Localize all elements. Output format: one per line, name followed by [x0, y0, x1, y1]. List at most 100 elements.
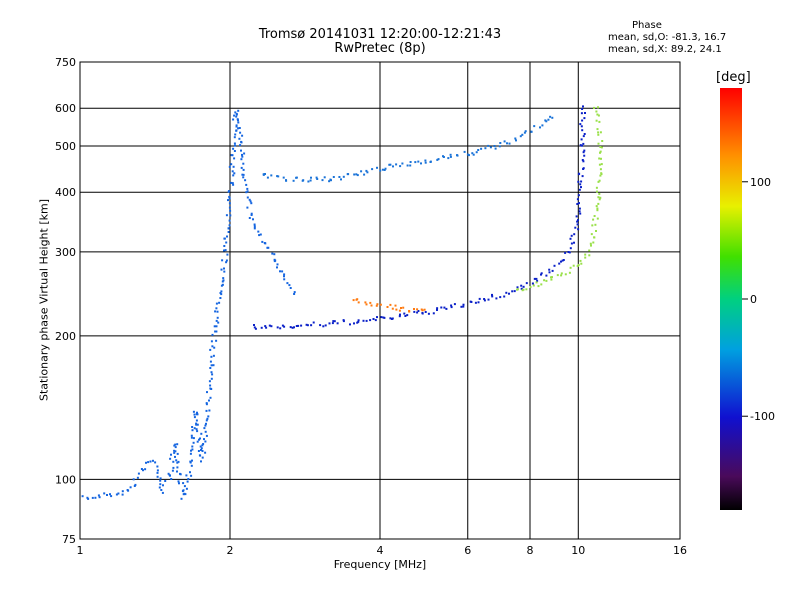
- echo-point: [281, 324, 284, 327]
- colorbar: [720, 88, 742, 510]
- echo-point: [137, 472, 140, 475]
- echo-point: [223, 237, 226, 240]
- echo-point: [577, 228, 580, 231]
- echo-point: [376, 303, 379, 306]
- echo-point: [391, 307, 394, 310]
- echo-point: [191, 448, 194, 451]
- echo-point: [389, 163, 392, 166]
- echo-point: [584, 112, 586, 114]
- echo-point: [582, 151, 585, 154]
- echo-point: [597, 180, 600, 183]
- echo-point: [98, 496, 101, 499]
- echo-point: [209, 360, 212, 363]
- echo-point: [235, 129, 238, 132]
- echo-point: [596, 217, 599, 220]
- echo-point: [174, 450, 177, 453]
- echo-point: [420, 162, 422, 165]
- echo-point: [392, 165, 394, 168]
- echo-point: [601, 140, 604, 142]
- echo-point: [424, 161, 427, 164]
- echo-point: [525, 282, 528, 285]
- echo-point: [598, 198, 601, 201]
- echo-point: [568, 251, 571, 254]
- y-tick-label: 400: [55, 186, 76, 199]
- echo-point: [328, 180, 331, 183]
- echo-point: [205, 402, 208, 405]
- echo-point: [203, 427, 206, 430]
- echo-point: [580, 262, 583, 265]
- echo-point: [453, 303, 456, 306]
- echo-point: [449, 153, 452, 156]
- echo-point: [370, 304, 373, 307]
- echo-point: [195, 423, 198, 426]
- echo-point: [421, 309, 424, 312]
- echo-point: [246, 196, 249, 199]
- echo-point: [220, 290, 223, 293]
- echo-point: [196, 440, 199, 443]
- echo-point: [599, 150, 602, 153]
- echo-point: [355, 298, 358, 301]
- echo-point: [342, 175, 345, 178]
- echo-point: [242, 173, 245, 176]
- echo-point: [578, 172, 581, 175]
- echo-point: [172, 466, 175, 469]
- echo-point: [156, 469, 159, 472]
- echo-point: [599, 146, 602, 148]
- echo-point: [283, 278, 286, 281]
- echo-point: [176, 452, 179, 455]
- echo-point: [588, 254, 591, 257]
- echo-point: [190, 449, 192, 452]
- echo-point: [456, 154, 458, 157]
- echo-point: [240, 166, 243, 169]
- echo-point: [283, 325, 286, 328]
- echo-point: [215, 319, 218, 322]
- echo-point: [210, 371, 213, 374]
- echo-point: [539, 126, 541, 129]
- echo-point: [213, 325, 216, 328]
- echo-point: [241, 134, 244, 137]
- echo-point: [199, 445, 202, 448]
- y-tick-label: 200: [55, 330, 76, 343]
- echo-point: [595, 205, 598, 208]
- echo-point: [383, 316, 386, 319]
- echo-point: [595, 230, 597, 232]
- echo-point: [570, 242, 573, 245]
- echo-point: [264, 242, 267, 245]
- echo-point: [293, 293, 296, 295]
- x-tick-labels: 1 2 4 6 8 10 16: [77, 544, 688, 557]
- echo-point: [369, 301, 372, 304]
- echo-point: [276, 175, 279, 178]
- echo-point: [515, 139, 517, 142]
- echo-point: [142, 469, 144, 472]
- echo-point: [416, 311, 419, 314]
- echo-point: [224, 249, 227, 252]
- echo-point: [578, 188, 581, 191]
- echo-point: [185, 474, 188, 477]
- echo-point: [466, 153, 469, 156]
- echo-point: [531, 282, 534, 285]
- echo-point: [175, 459, 178, 462]
- echo-point: [140, 468, 143, 470]
- echo-point: [286, 282, 289, 285]
- echo-point: [239, 131, 242, 134]
- echo-point: [144, 468, 147, 471]
- echo-point: [578, 207, 581, 210]
- echo-point: [398, 315, 401, 318]
- echo-point: [228, 219, 231, 222]
- echo-point: [173, 451, 176, 454]
- echo-point: [206, 391, 208, 394]
- x-tick-label: 1: [77, 544, 84, 557]
- echo-point: [508, 292, 510, 295]
- echo-point: [205, 434, 208, 437]
- echo-point: [597, 142, 600, 145]
- echo-point: [195, 413, 198, 416]
- echo-point: [230, 163, 233, 166]
- echo-point: [484, 147, 487, 150]
- echo-point: [394, 304, 397, 307]
- echo-point: [582, 135, 585, 138]
- echo-point: [195, 419, 198, 422]
- echo-point: [342, 319, 345, 322]
- echo-point: [558, 262, 561, 265]
- echo-point: [204, 424, 207, 427]
- echo-point: [582, 160, 585, 163]
